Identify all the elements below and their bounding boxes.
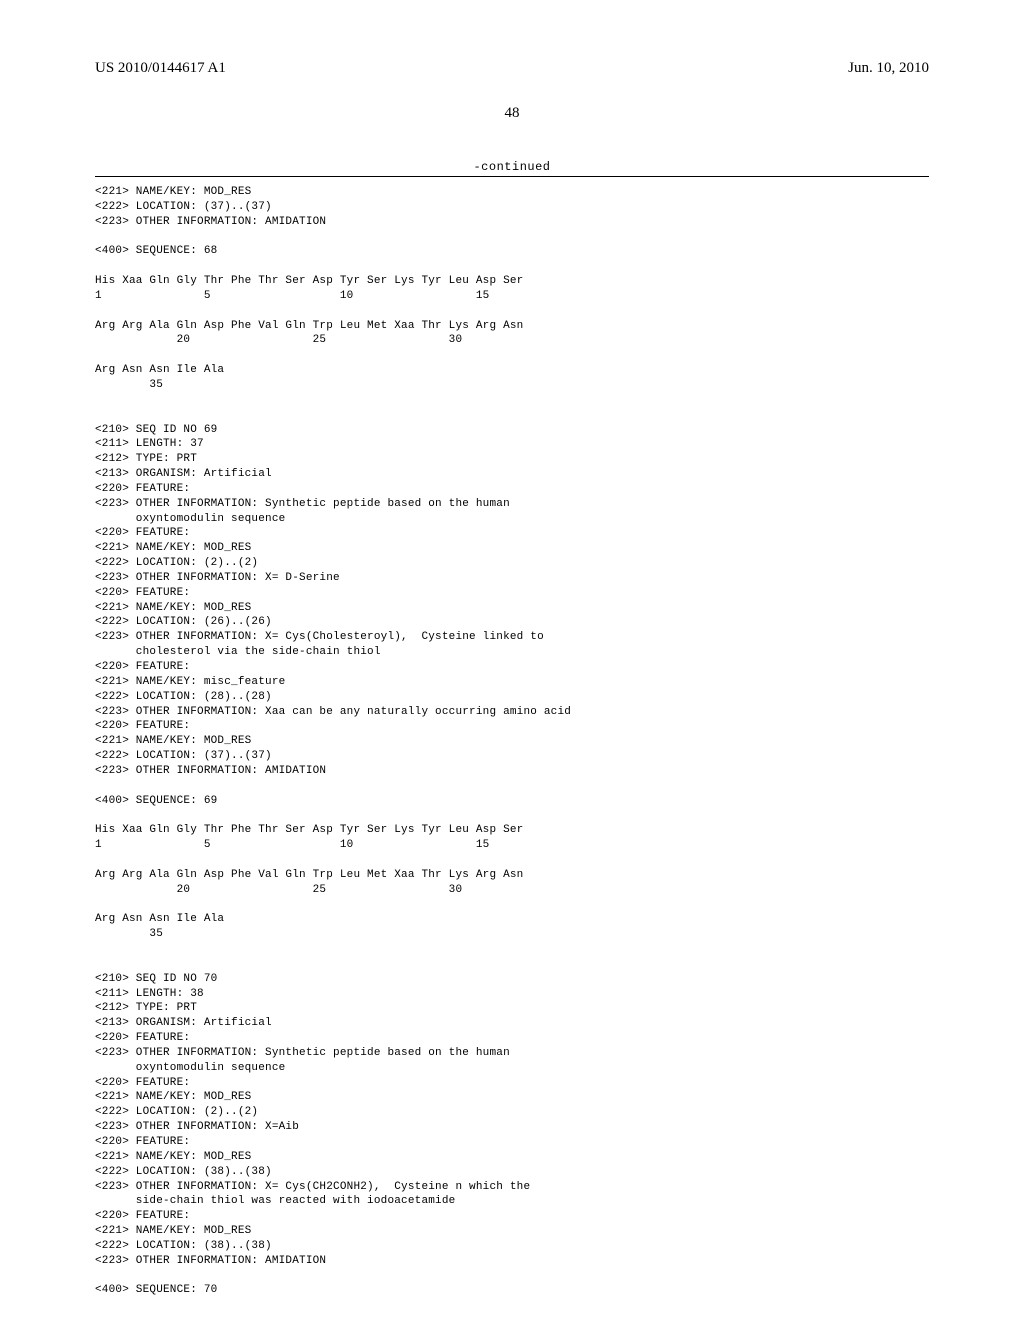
sequence-listing: <221> NAME/KEY: MOD_RES <222> LOCATION: … — [95, 185, 929, 1298]
page-header: US 2010/0144617 A1 Jun. 10, 2010 — [95, 60, 929, 77]
continued-label: -continued — [95, 160, 929, 174]
publication-number: US 2010/0144617 A1 — [95, 60, 226, 77]
page-number: 48 — [95, 105, 929, 122]
horizontal-rule — [95, 176, 929, 177]
page-container: US 2010/0144617 A1 Jun. 10, 2010 48 -con… — [0, 0, 1024, 1320]
publication-date: Jun. 10, 2010 — [848, 60, 929, 77]
